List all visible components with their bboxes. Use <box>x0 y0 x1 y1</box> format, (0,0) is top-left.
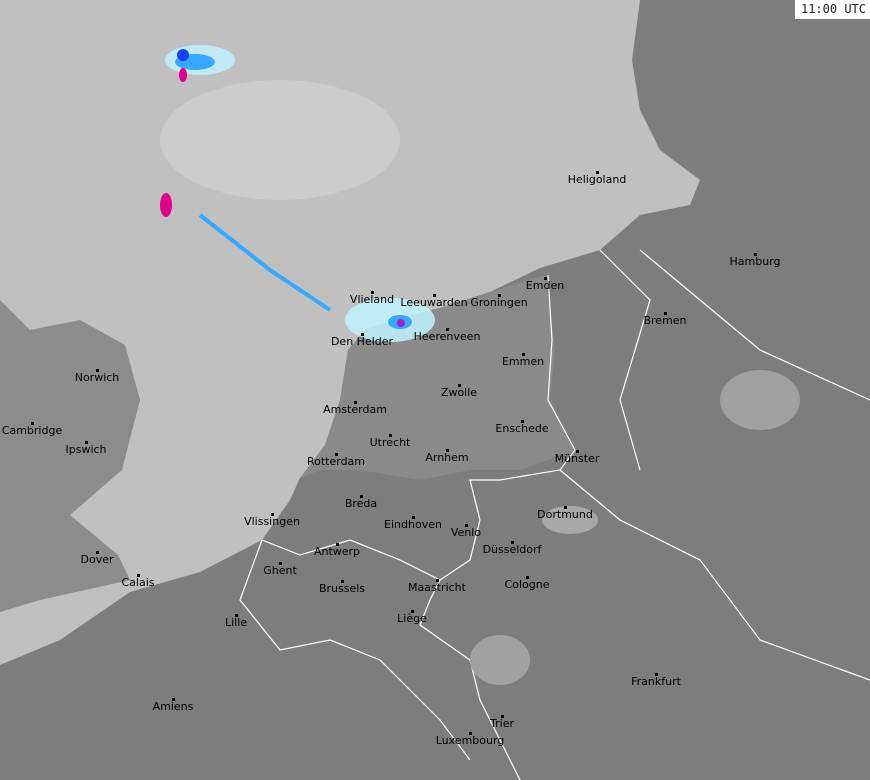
city-dot <box>576 450 579 453</box>
city-dot <box>655 673 658 676</box>
city-dot <box>498 294 501 297</box>
city-label: Groningen <box>470 296 528 309</box>
city-dot <box>96 369 99 372</box>
city-label: Emmen <box>501 355 545 368</box>
city-label: Lille <box>224 616 248 629</box>
city-dot <box>544 277 547 280</box>
city-dot <box>433 294 436 297</box>
city-label: Amiens <box>152 700 194 713</box>
city-label: Münster <box>554 452 600 465</box>
land-england <box>0 300 140 612</box>
city-label: Dover <box>80 553 114 566</box>
city-dot <box>526 576 529 579</box>
city-dot <box>501 715 504 718</box>
city-label: Vlieland <box>349 293 395 306</box>
city-label: Vlissingen <box>244 515 300 528</box>
city-label: Trier <box>490 717 514 730</box>
borders <box>239 249 870 780</box>
land-nl-lighter <box>300 275 575 480</box>
city-dot <box>411 610 414 613</box>
city-dot <box>596 171 599 174</box>
city-dot <box>389 434 392 437</box>
city-dot <box>371 291 374 294</box>
city-label: Cologne <box>504 578 550 591</box>
city-label: Maastricht <box>408 581 466 594</box>
city-label: Bremen <box>643 314 687 327</box>
city-dot <box>469 732 472 735</box>
city-label: Amsterdam <box>323 403 387 416</box>
city-label: Enschede <box>495 422 549 435</box>
city-dot <box>564 506 567 509</box>
city-dot <box>85 441 88 444</box>
city-dot <box>341 580 344 583</box>
city-dot <box>235 614 238 617</box>
city-label: Liège <box>397 612 427 625</box>
city-dot <box>336 543 339 546</box>
land-denmark <box>640 0 800 130</box>
city-dot <box>754 253 757 256</box>
city-dot <box>436 579 439 582</box>
city-label: Ghent <box>263 564 297 577</box>
city-dot <box>354 401 357 404</box>
city-label: Ipswich <box>65 443 107 456</box>
city-dot <box>271 513 274 516</box>
city-label: Brussels <box>318 582 366 595</box>
city-label: Dortmund <box>537 508 593 521</box>
city-dot <box>279 562 282 565</box>
city-label: Leeuwarden <box>400 296 468 309</box>
radar-echoes <box>160 45 800 685</box>
city-label: Cambridge <box>1 424 63 437</box>
city-dot <box>446 328 449 331</box>
city-label: Den Helder <box>330 335 394 348</box>
city-dot <box>172 698 175 701</box>
city-label: Frankfurt <box>631 675 681 688</box>
city-dot <box>335 453 338 456</box>
city-dot <box>521 420 524 423</box>
city-label: Norwich <box>74 371 120 384</box>
city-label: Calais <box>121 576 155 589</box>
city-label: Emden <box>525 279 565 292</box>
city-label: Arnhem <box>425 451 469 464</box>
city-label: Breda <box>344 497 378 510</box>
city-label: Heligoland <box>567 173 627 186</box>
city-label: Zwolle <box>440 386 478 399</box>
city-dot <box>446 449 449 452</box>
city-label: Heerenveen <box>413 330 481 343</box>
city-dot <box>664 312 667 315</box>
city-label: Eindhoven <box>384 518 442 531</box>
city-dot <box>360 495 363 498</box>
city-dot <box>465 524 468 527</box>
city-label: Utrecht <box>369 436 411 449</box>
city-label: Düsseldorf <box>482 543 542 556</box>
city-dot <box>31 422 34 425</box>
city-label: Hamburg <box>729 255 781 268</box>
city-dot <box>511 541 514 544</box>
city-dot <box>361 333 364 336</box>
timestamp-label: 11:00 UTC <box>794 0 870 19</box>
city-dot <box>412 516 415 519</box>
city-label: Venlo <box>450 526 482 539</box>
city-label: Rotterdam <box>306 455 366 468</box>
city-dot <box>522 353 525 356</box>
city-label: Luxembourg <box>435 734 505 747</box>
city-label: Antwerp <box>313 545 361 558</box>
city-dot <box>137 574 140 577</box>
city-dot <box>458 384 461 387</box>
city-dot <box>96 551 99 554</box>
